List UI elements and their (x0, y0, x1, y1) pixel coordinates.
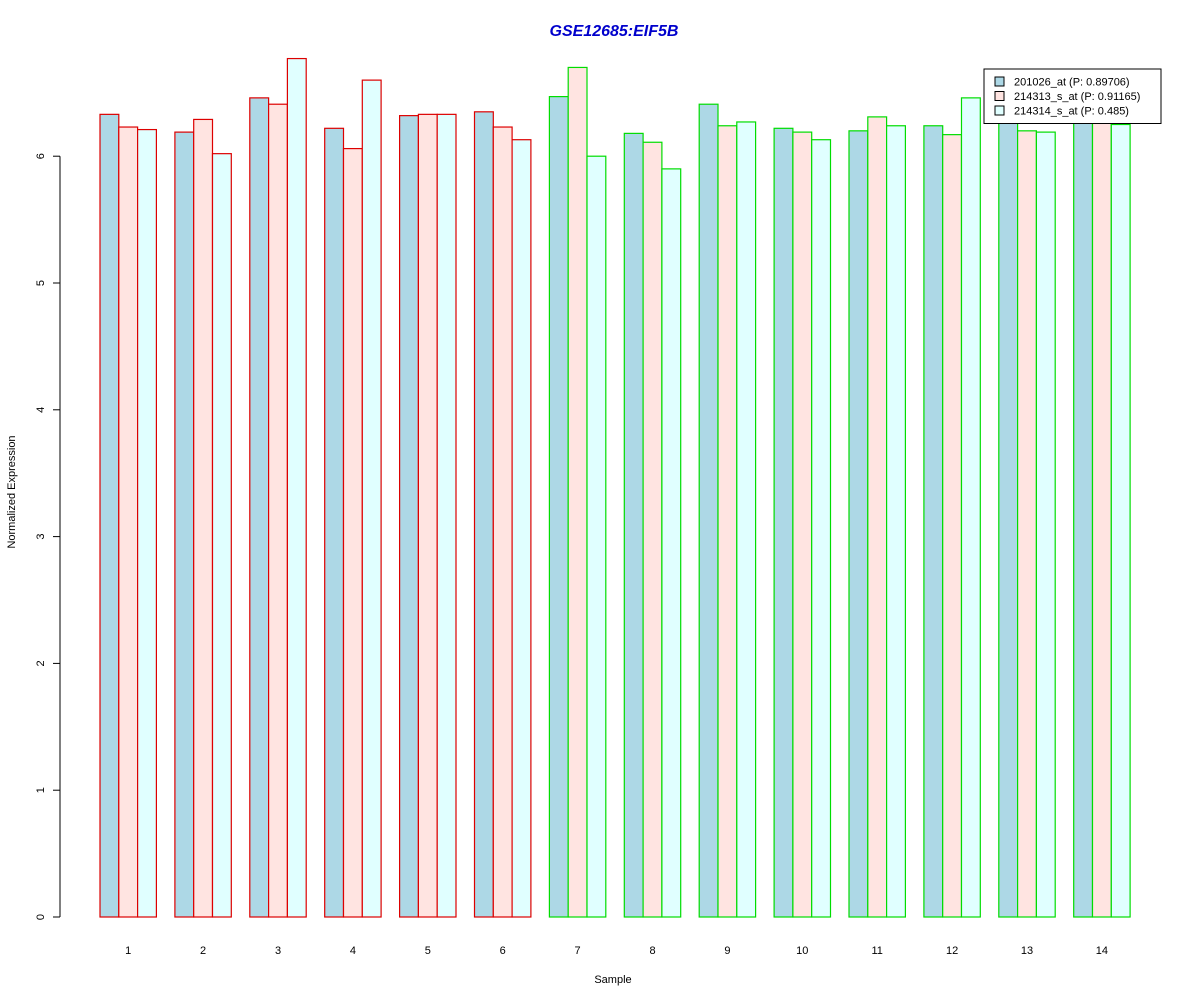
bar-sample-8-series-2 (642, 141, 663, 918)
bar-sample-3-series-1 (249, 97, 270, 918)
bar-sample-6-series-2 (492, 126, 513, 918)
bar-sample-7-series-3 (586, 155, 607, 918)
bar-sample-4-series-2 (342, 147, 363, 918)
y-tick-label: 5 (35, 280, 47, 286)
legend-box (983, 68, 1162, 124)
x-tick-label-13: 13 (1021, 945, 1033, 957)
bar-sample-2-series-1 (174, 131, 195, 918)
bar-sample-12-series-1 (923, 125, 944, 918)
bar-sample-12-series-2 (942, 134, 963, 918)
bar-sample-11-series-1 (848, 130, 869, 918)
bar-sample-10-series-3 (811, 139, 832, 918)
bar-sample-4-series-1 (324, 127, 345, 918)
bars-layer (99, 57, 1131, 918)
bar-sample-10-series-1 (773, 127, 794, 918)
bar-sample-1-series-2 (118, 126, 139, 918)
y-tick-label: 0 (35, 914, 47, 920)
x-tick-label-12: 12 (946, 945, 958, 957)
bar-sample-2-series-2 (193, 118, 214, 918)
bar-sample-6-series-1 (473, 111, 494, 918)
bar-sample-8-series-3 (661, 168, 682, 918)
bar-sample-2-series-3 (211, 153, 232, 918)
y-tick-label: 3 (35, 534, 47, 540)
x-tick-label-9: 9 (724, 945, 730, 957)
bar-sample-7-series-1 (548, 96, 569, 918)
x-tick-label-7: 7 (575, 945, 581, 957)
bar-sample-14-series-3 (1110, 123, 1131, 918)
x-tick-label-6: 6 (500, 945, 506, 957)
bar-sample-4-series-3 (361, 79, 382, 918)
y-tick-label: 4 (35, 407, 47, 413)
bar-sample-5-series-3 (436, 113, 457, 918)
x-tick-label-1: 1 (125, 945, 131, 957)
legend-swatch-3 (994, 105, 1005, 116)
bar-sample-12-series-3 (960, 97, 981, 918)
x-axis-tick-labels: 1 2 3 4 5 6 7 8 9 10 11 12 13 14 (125, 945, 1108, 957)
y-tick-label: 2 (35, 660, 47, 666)
bar-sample-6-series-3 (511, 139, 532, 918)
bar-sample-3-series-2 (268, 103, 289, 918)
chart-title: GSE12685:EIF5B (550, 23, 679, 40)
x-tick-label-4: 4 (350, 945, 356, 957)
y-axis-label: Normalized Expression (6, 435, 18, 548)
legend-swatch-2 (994, 91, 1005, 101)
bar-sample-3-series-3 (286, 57, 307, 918)
bar-sample-7-series-2 (567, 66, 588, 918)
bar-sample-9-series-3 (736, 121, 757, 918)
y-tick-label: 1 (35, 787, 47, 793)
legend-label-2: 214313_s_at (P: 0.91165) (1014, 91, 1140, 103)
x-tick-label-10: 10 (796, 945, 808, 957)
legend-label-3: 214314_s_at (P: 0.485) (1014, 106, 1129, 118)
x-axis-label: Sample (594, 974, 631, 986)
bar-sample-11-series-3 (885, 125, 906, 918)
bar-sample-8-series-1 (623, 132, 644, 918)
y-tick-label: 6 (35, 153, 47, 159)
x-tick-label-3: 3 (275, 945, 281, 957)
y-axis: 0 1 2 3 4 5 6 (35, 153, 61, 920)
bar-sample-9-series-1 (698, 103, 719, 918)
bar-sample-5-series-2 (417, 113, 438, 918)
bar-sample-5-series-1 (399, 115, 420, 918)
x-tick-label-5: 5 (425, 945, 431, 957)
bar-sample-14-series-2 (1091, 122, 1112, 918)
bar-sample-13-series-1 (998, 120, 1019, 918)
bar-sample-1-series-1 (99, 113, 120, 918)
bar-sample-13-series-2 (1016, 130, 1037, 918)
bar-sample-9-series-2 (717, 125, 738, 918)
x-tick-label-14: 14 (1096, 945, 1108, 957)
x-tick-label-2: 2 (200, 945, 206, 957)
bar-sample-11-series-2 (867, 116, 888, 918)
bar-sample-13-series-3 (1035, 131, 1056, 918)
x-tick-label-11: 11 (871, 945, 882, 957)
bar-sample-10-series-2 (792, 131, 813, 918)
legend-label-1: 201026_at (P: 0.89706) (1014, 77, 1130, 89)
bar-sample-14-series-1 (1073, 118, 1094, 918)
bar-sample-1-series-3 (137, 128, 158, 918)
legend-swatch-1 (994, 76, 1005, 87)
legend: 201026_at (P: 0.89706) 214313_s_at (P: 0.… (983, 68, 1162, 124)
x-tick-label-8: 8 (649, 945, 655, 957)
